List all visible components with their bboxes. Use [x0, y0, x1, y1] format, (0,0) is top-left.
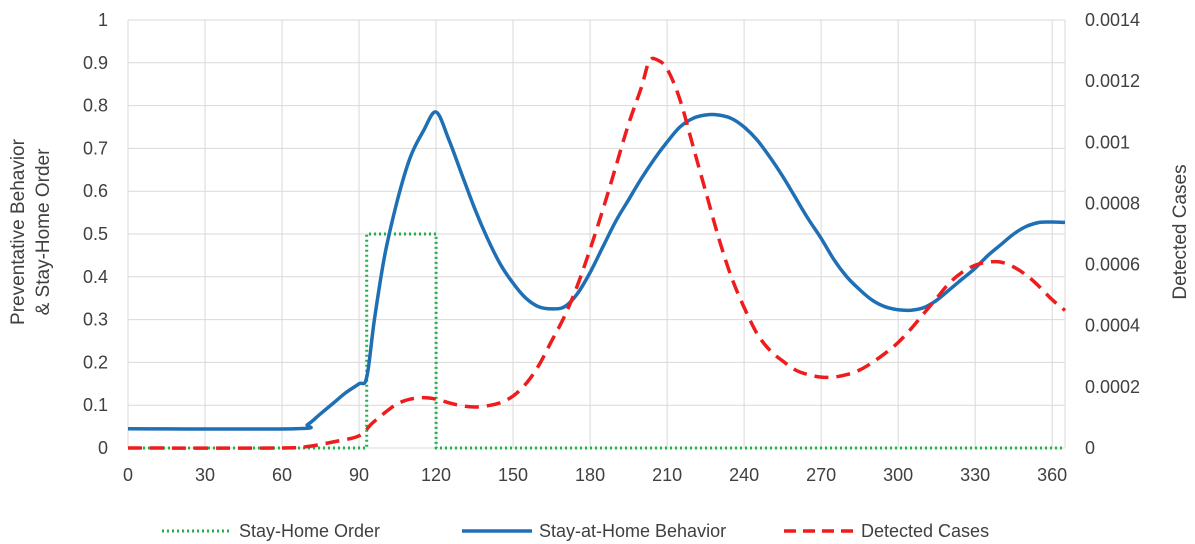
- right-tick-label: 0.0002: [1085, 377, 1140, 397]
- left-tick-label: 0.5: [83, 224, 108, 244]
- right-tick-label: 0.001: [1085, 132, 1130, 152]
- series-line-detected-cases: [127, 56, 1067, 450]
- right-tick-label: 0.0006: [1085, 255, 1140, 275]
- left-tick-label: 0.3: [83, 310, 108, 330]
- series-line-stay-home-order: [128, 232, 1065, 450]
- series-line-stay-at-home-behavior: [127, 110, 1066, 431]
- left-tick-label: 0.6: [83, 181, 108, 201]
- left-axis-title-line2: & Stay-Home Order: [33, 148, 54, 315]
- legend-label-stay-at-home-behavior: Stay-at-Home Behavior: [539, 521, 726, 541]
- left-tick-label: 1: [98, 10, 108, 30]
- left-tick-label: 0.9: [83, 53, 108, 73]
- left-tick-label: 0.1: [83, 395, 108, 415]
- x-tick-label: 150: [498, 465, 528, 485]
- x-tick-label: 360: [1037, 465, 1067, 485]
- x-tick-label: 240: [729, 465, 759, 485]
- right-axis-title: Detected Cases: [1170, 164, 1191, 299]
- series-layer: [127, 56, 1067, 450]
- left-tick-label: 0: [98, 438, 108, 458]
- x-tick-label: 30: [195, 465, 215, 485]
- legend: Stay-Home Order Stay-at-Home Behavior De…: [162, 521, 989, 541]
- right-tick-label: 0.0014: [1085, 10, 1140, 30]
- x-tick-label: 180: [575, 465, 605, 485]
- x-tick-label: 210: [652, 465, 682, 485]
- x-tick-label: 120: [421, 465, 451, 485]
- left-tick-label: 0.2: [83, 352, 108, 372]
- right-axis-ticks: 0 0.0002 0.0004 0.0006 0.0008 0.001 0.0012 0.00…: [1085, 10, 1140, 458]
- right-tick-label: 0.0004: [1085, 316, 1140, 336]
- x-tick-label: 0: [123, 465, 133, 485]
- left-tick-label: 0.8: [83, 96, 108, 116]
- legend-label-stay-home-order: Stay-Home Order: [239, 521, 380, 541]
- x-tick-label: 330: [960, 465, 990, 485]
- right-tick-label: 0: [1085, 438, 1095, 458]
- x-tick-label: 270: [806, 465, 836, 485]
- x-tick-label: 300: [883, 465, 913, 485]
- right-tick-label: 0.0008: [1085, 193, 1140, 213]
- left-tick-label: 0.4: [83, 267, 108, 287]
- x-tick-label: 90: [349, 465, 369, 485]
- right-tick-label: 0.0012: [1085, 71, 1140, 91]
- x-tick-label: 60: [272, 465, 292, 485]
- left-axis-ticks: 0 0.1 0.2 0.3 0.4 0.5 0.6 0.7 0.8 0.9 1: [83, 10, 108, 458]
- left-axis-title-line1: Preventative Behavior: [8, 138, 29, 325]
- legend-label-detected-cases: Detected Cases: [861, 521, 989, 541]
- left-tick-label: 0.7: [83, 138, 108, 158]
- x-axis-ticks: 0 30 60 90 120 150 180 210 240 270 300 330 360: [123, 465, 1067, 485]
- gridlines: [127, 19, 1066, 449]
